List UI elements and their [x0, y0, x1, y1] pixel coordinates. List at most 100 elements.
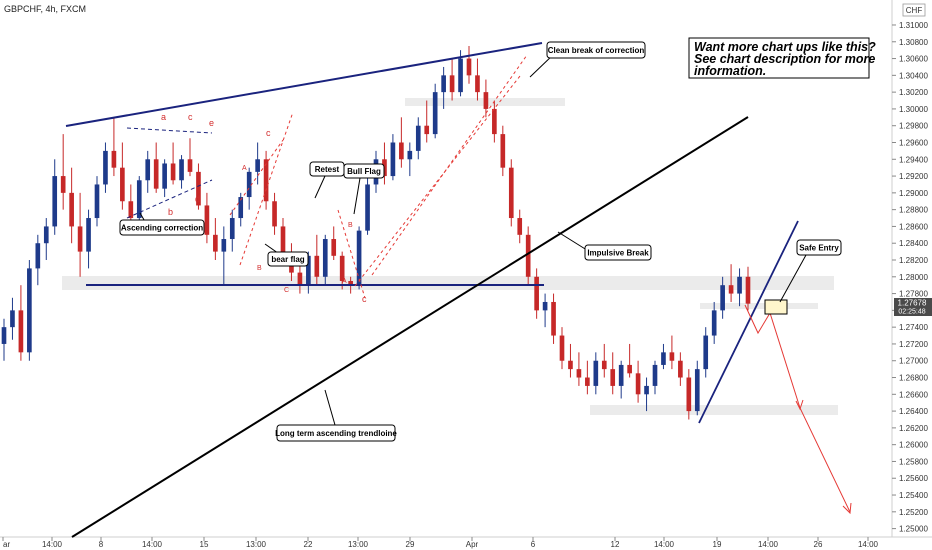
- current-price-tag: [894, 298, 932, 316]
- candle-bearish: [576, 369, 582, 378]
- y-tick-label: 1.28600: [899, 222, 928, 231]
- support-zone-main: [62, 276, 834, 290]
- annotation-bull-flag: Bull Flag: [347, 167, 381, 176]
- support-zone-low: [590, 405, 838, 415]
- candle-bearish: [213, 234, 218, 252]
- y-tick-label: 1.25000: [899, 525, 928, 534]
- wave-label-e: e: [209, 118, 214, 128]
- x-tick-label: 13:00: [246, 540, 267, 549]
- wave-label-b: b: [168, 207, 173, 217]
- y-tick-label: 1.26000: [899, 441, 928, 450]
- candle-bearish: [559, 335, 565, 361]
- candle-bullish: [703, 335, 709, 370]
- price-zone-small: [700, 303, 818, 309]
- annotation-long-term: Long term ascending trendloine: [275, 429, 397, 438]
- candle-bearish: [534, 276, 539, 311]
- candle-bearish: [475, 75, 480, 93]
- candle-bearish: [610, 369, 616, 386]
- candle-bullish: [322, 239, 328, 277]
- candle-bearish: [525, 234, 531, 277]
- wave-label-a: a: [161, 112, 166, 122]
- correction-dash-bottom: [126, 179, 213, 219]
- candle-bullish: [52, 176, 58, 227]
- countdown-value: 02:25:48: [898, 309, 925, 316]
- candle-bearish: [686, 377, 692, 412]
- candle-bullish: [1, 327, 7, 344]
- x-tick-label: ar: [3, 540, 10, 549]
- candle-bearish: [170, 163, 176, 181]
- wave-label-c3: c: [362, 294, 367, 304]
- candle-bullish: [365, 184, 370, 231]
- x-tick-label: 14:00: [858, 540, 879, 549]
- x-tick-label: 8: [99, 540, 104, 549]
- candle-bearish: [348, 280, 353, 286]
- candle-bearish: [551, 301, 556, 336]
- candle-bullish: [35, 243, 41, 269]
- rally-chan-2: [371, 54, 528, 276]
- x-tick-label: 14:00: [758, 540, 779, 549]
- candle-bearish: [280, 226, 286, 252]
- y-tick-label: 1.25600: [899, 474, 928, 483]
- candle-bearish: [483, 92, 489, 109]
- wave-label-d: d: [195, 194, 200, 204]
- y-tick-label: 1.27800: [899, 290, 928, 299]
- ascending-wedge-line: [698, 220, 799, 424]
- candle-bearish: [331, 239, 337, 256]
- annotation-ascending-correction: Ascending correction: [121, 224, 203, 233]
- rally-chan-1: [354, 75, 521, 287]
- candle-bullish: [10, 310, 15, 328]
- candle-bullish: [432, 92, 438, 135]
- x-tick-label: 14:00: [142, 540, 163, 549]
- candle-bullish: [103, 150, 108, 185]
- candle-bullish: [255, 159, 260, 172]
- candle-bullish: [43, 226, 49, 244]
- candle-bearish: [399, 142, 404, 160]
- x-tick-label: 15: [200, 540, 209, 549]
- candle-bullish: [737, 276, 742, 294]
- candle-bearish: [517, 218, 523, 235]
- candle-bearish: [18, 310, 24, 353]
- y-tick-label: 1.28200: [899, 256, 928, 265]
- candle-bullish: [246, 171, 252, 198]
- currency-label: CHF: [906, 6, 923, 15]
- candle-bullish: [694, 369, 700, 412]
- y-tick-label: 1.29200: [899, 172, 928, 181]
- y-tick-label: 1.26200: [899, 424, 928, 433]
- x-tick-label: 13:00: [348, 540, 369, 549]
- annotation-retest: Retest: [315, 165, 340, 174]
- wave-label-A1: A: [242, 165, 247, 172]
- x-tick-label: 22: [304, 540, 313, 549]
- candle-bearish: [678, 360, 683, 378]
- x-tick-label: 14:00: [654, 540, 675, 549]
- y-tick-label: 1.27200: [899, 340, 928, 349]
- x-tick-label: 6: [531, 540, 536, 549]
- candle-bullish: [542, 301, 548, 311]
- annotation-clean-break: Clean break of correction: [548, 46, 645, 55]
- candle-bearish: [69, 192, 74, 227]
- candle-bullish: [356, 230, 362, 286]
- candle-bullish: [238, 197, 244, 219]
- candle-bullish: [94, 184, 100, 219]
- y-axis: 1.31000 1.30800 1.30600 1.30400 1.30200 1.300…: [892, 21, 928, 534]
- wave-label-C1: C: [284, 287, 289, 294]
- candle-bullish: [27, 268, 32, 353]
- candle-bearish: [153, 159, 159, 189]
- candle-bearish: [297, 272, 303, 286]
- candle-bearish: [196, 171, 201, 206]
- y-tick-label: 1.30400: [899, 71, 928, 80]
- candle-bullish: [162, 163, 167, 189]
- candle-bullish: [306, 255, 311, 286]
- candle-bearish: [128, 201, 134, 219]
- ticker-label: GBPCHF, 4h, FXCM: [4, 4, 86, 14]
- promo-line-2: See chart description for more: [694, 52, 875, 66]
- candle-bearish: [745, 276, 751, 304]
- y-tick-label: 1.31000: [899, 21, 928, 30]
- candle-bullish: [86, 218, 91, 252]
- x-tick-label: Apr: [466, 540, 479, 549]
- y-tick-label: 1.25800: [899, 457, 928, 466]
- wave-label-A2: A: [342, 278, 347, 285]
- y-tick-label: 1.27000: [899, 357, 928, 366]
- candle-bullish: [720, 285, 725, 311]
- candle-bullish: [593, 360, 599, 386]
